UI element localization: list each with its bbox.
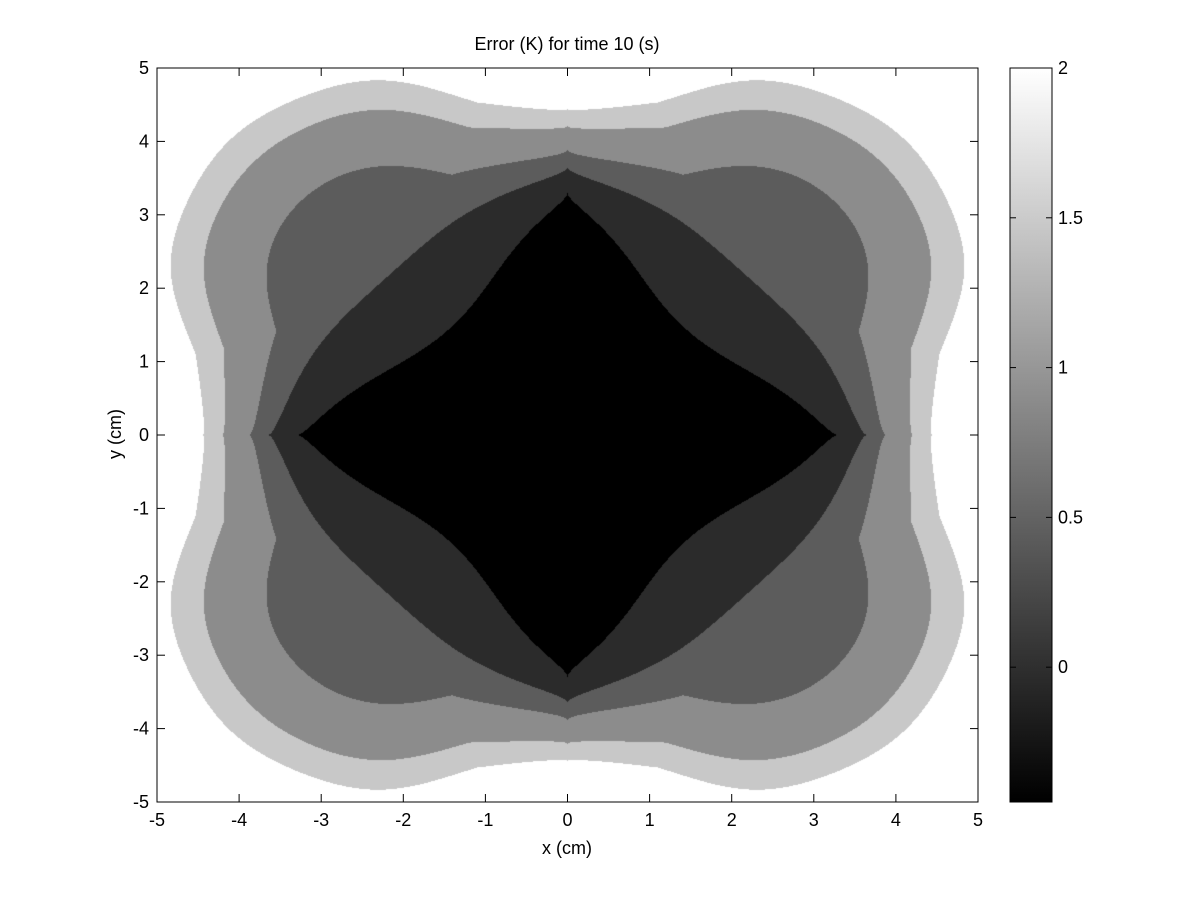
y-tick-label: -3	[133, 645, 149, 665]
contour-fill	[157, 68, 978, 802]
y-tick-label: 4	[139, 131, 149, 151]
y-tick-label: 3	[139, 205, 149, 225]
colorbar-tick-label: 2	[1058, 58, 1068, 78]
y-tick-label: -4	[133, 719, 149, 739]
y-tick-label: 5	[139, 58, 149, 78]
colorbar	[1009, 67, 1053, 803]
colorbar-tick-label: 1	[1058, 358, 1068, 378]
colorbar-ticks: 0 0.5 1 1.5 2	[1010, 58, 1083, 677]
y-tick-label: -5	[133, 792, 149, 812]
y-axis-ticks: -5 -4 -3 -2 -1 0 1 2 3 4 5	[133, 58, 978, 812]
x-tick-label: 0	[562, 810, 572, 830]
x-tick-label: 3	[809, 810, 819, 830]
y-tick-label: -2	[133, 572, 149, 592]
y-axis-label: y (cm)	[105, 409, 125, 459]
colorbar-gradient	[1009, 67, 1053, 803]
y-tick-label: 2	[139, 278, 149, 298]
colorbar-tick-label: 0.5	[1058, 507, 1083, 527]
colorbar-tick-label: 0	[1058, 657, 1068, 677]
x-axis-label: x (cm)	[542, 838, 592, 858]
x-tick-label: -4	[231, 810, 247, 830]
x-tick-label: -3	[313, 810, 329, 830]
chart-title: Error (K) for time 10 (s)	[474, 34, 659, 54]
x-tick-label: 2	[727, 810, 737, 830]
x-tick-label: -1	[477, 810, 493, 830]
x-axis-ticks: -5 -4 -3 -2 -1 0 1 2 3 4 5	[149, 68, 983, 830]
x-tick-label: 4	[891, 810, 901, 830]
y-tick-label: 0	[139, 425, 149, 445]
y-tick-label: -1	[133, 498, 149, 518]
x-tick-label: -5	[149, 810, 165, 830]
x-tick-label: 5	[973, 810, 983, 830]
colorbar-tick-label: 1.5	[1058, 208, 1083, 228]
x-tick-label: -2	[395, 810, 411, 830]
plot-area	[156, 67, 979, 803]
y-tick-label: 1	[139, 352, 149, 372]
x-tick-label: 1	[645, 810, 655, 830]
